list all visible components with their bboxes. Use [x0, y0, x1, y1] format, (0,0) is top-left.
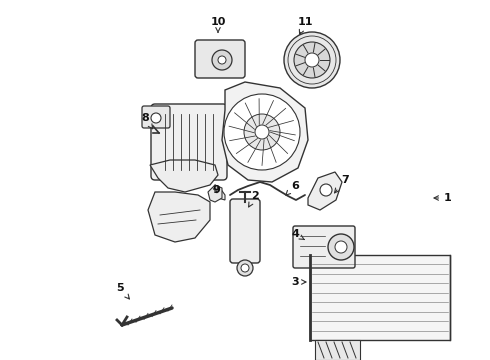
Text: 4: 4: [291, 229, 304, 239]
Polygon shape: [212, 185, 225, 200]
Circle shape: [328, 234, 354, 260]
Circle shape: [320, 184, 332, 196]
Circle shape: [255, 125, 269, 139]
Polygon shape: [208, 185, 222, 202]
Text: 9: 9: [212, 185, 220, 195]
FancyBboxPatch shape: [230, 199, 260, 263]
Circle shape: [335, 241, 347, 253]
Polygon shape: [150, 160, 218, 192]
Polygon shape: [222, 82, 308, 182]
Circle shape: [151, 113, 161, 123]
Circle shape: [237, 260, 253, 276]
Text: 5: 5: [116, 283, 129, 299]
FancyBboxPatch shape: [195, 40, 245, 78]
Text: 2: 2: [248, 191, 259, 207]
Polygon shape: [315, 340, 360, 360]
FancyBboxPatch shape: [293, 226, 355, 268]
Circle shape: [224, 94, 300, 170]
Polygon shape: [148, 192, 210, 242]
Text: 1: 1: [434, 193, 452, 203]
Bar: [310, 255, 450, 340]
Circle shape: [244, 114, 280, 150]
Text: 7: 7: [335, 175, 349, 193]
Polygon shape: [308, 172, 342, 210]
FancyBboxPatch shape: [142, 106, 170, 128]
Circle shape: [241, 264, 249, 272]
Text: 8: 8: [141, 113, 153, 129]
Text: 6: 6: [286, 181, 299, 195]
Circle shape: [305, 53, 319, 67]
Circle shape: [218, 56, 226, 64]
Text: 11: 11: [297, 17, 313, 34]
FancyBboxPatch shape: [151, 104, 227, 180]
Circle shape: [294, 42, 330, 78]
Text: 3: 3: [291, 277, 306, 287]
Text: 10: 10: [210, 17, 226, 33]
Circle shape: [212, 50, 232, 70]
Circle shape: [284, 32, 340, 88]
